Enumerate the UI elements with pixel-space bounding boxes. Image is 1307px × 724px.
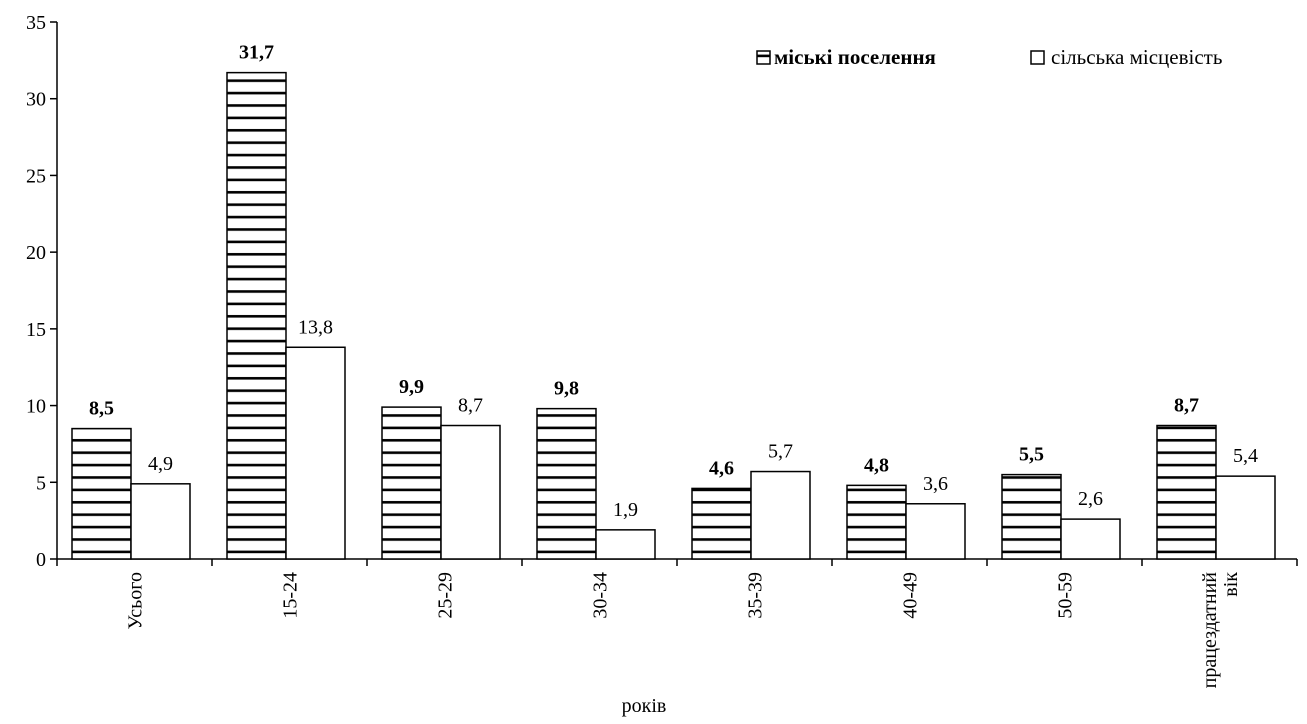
- category-label: 25-29: [435, 572, 457, 619]
- category-label: Усього: [125, 572, 147, 629]
- data-label-urban: 8,5: [89, 398, 114, 420]
- bar-rural: [595, 529, 656, 560]
- category-label-line: працездатний: [1199, 572, 1221, 689]
- y-tick-label: 15: [26, 319, 46, 341]
- category-label-line: 40-49: [900, 572, 922, 619]
- bar-rural: [905, 503, 966, 560]
- x-axis-label: років: [622, 695, 667, 717]
- category-label: 30-34: [590, 572, 612, 619]
- bar-urban: [381, 406, 442, 560]
- legend-swatch-rural: [1030, 50, 1045, 65]
- legend-label-urban: міські поселення: [774, 45, 936, 69]
- bar-urban: [691, 487, 752, 560]
- category-label: 50-59: [1055, 572, 1077, 619]
- y-tick-label: 10: [26, 396, 46, 418]
- bar-urban: [1001, 473, 1062, 560]
- data-label-rural: 2,6: [1078, 488, 1103, 510]
- y-tick-label: 25: [26, 165, 46, 187]
- bar-urban: [846, 484, 907, 560]
- data-label-rural: 4,9: [148, 453, 173, 475]
- bar-rural: [1215, 475, 1276, 560]
- bar-rural: [440, 424, 501, 560]
- axes: 0 5 10 15 20 25 30 35: [26, 12, 1298, 571]
- category-label-line: Усього: [125, 572, 147, 629]
- category-labels: Усього 15-24 25-29 30-34 35-39 40-49 50-59 прац…: [125, 572, 1243, 689]
- y-tick-label: 20: [26, 242, 46, 264]
- bars: [71, 71, 1276, 560]
- data-label-urban: 4,6: [709, 457, 734, 479]
- legend: міські поселення сільська місцевість: [756, 45, 1222, 69]
- data-label-rural: 8,7: [458, 395, 483, 417]
- data-label-urban: 9,9: [399, 376, 424, 398]
- category-label-line: 35-39: [745, 572, 767, 619]
- bar-rural: [130, 483, 191, 560]
- bar-urban: [536, 407, 597, 560]
- category-label-line: 25-29: [435, 572, 457, 619]
- y-tick-label: 30: [26, 89, 46, 111]
- category-label-line: 15-24: [280, 572, 302, 619]
- legend-label-rural: сільська місцевість: [1051, 45, 1222, 69]
- legend-swatch-urban: [756, 50, 771, 65]
- value-labels: 8,5 4,9 31,7 13,8 9,9 8,7 9,8 1,9 4,6 5,7 4,8 3,6 5,…: [89, 42, 1258, 521]
- y-tick-label: 0: [36, 549, 46, 571]
- data-label-rural: 5,7: [768, 441, 793, 463]
- bar-rural: [750, 470, 811, 560]
- data-label-urban: 5,5: [1019, 444, 1044, 466]
- data-label-urban: 8,7: [1174, 395, 1199, 417]
- y-tick-label: 5: [36, 472, 46, 494]
- category-label: 40-49: [900, 572, 922, 619]
- bar-urban: [226, 71, 287, 560]
- bar-urban: [71, 427, 132, 560]
- data-label-rural: 3,6: [923, 473, 948, 495]
- category-label-line: 30-34: [590, 572, 612, 619]
- y-tick-label: 35: [26, 12, 46, 34]
- data-label-urban: 4,8: [864, 454, 889, 476]
- bar-rural: [1060, 518, 1121, 560]
- category-label-line: вік: [1220, 572, 1242, 597]
- bar-rural: [285, 346, 346, 560]
- data-label-urban: 31,7: [239, 42, 274, 64]
- category-label: 35-39: [745, 572, 767, 619]
- data-label-urban: 9,8: [554, 378, 579, 400]
- data-label-rural: 13,8: [298, 316, 333, 338]
- bar-urban: [1156, 424, 1217, 560]
- data-label-rural: 1,9: [613, 499, 638, 521]
- category-label: працездатний вік: [1199, 572, 1242, 689]
- category-label: 15-24: [280, 572, 302, 619]
- data-label-rural: 5,4: [1233, 445, 1258, 467]
- category-label-line: 50-59: [1055, 572, 1077, 619]
